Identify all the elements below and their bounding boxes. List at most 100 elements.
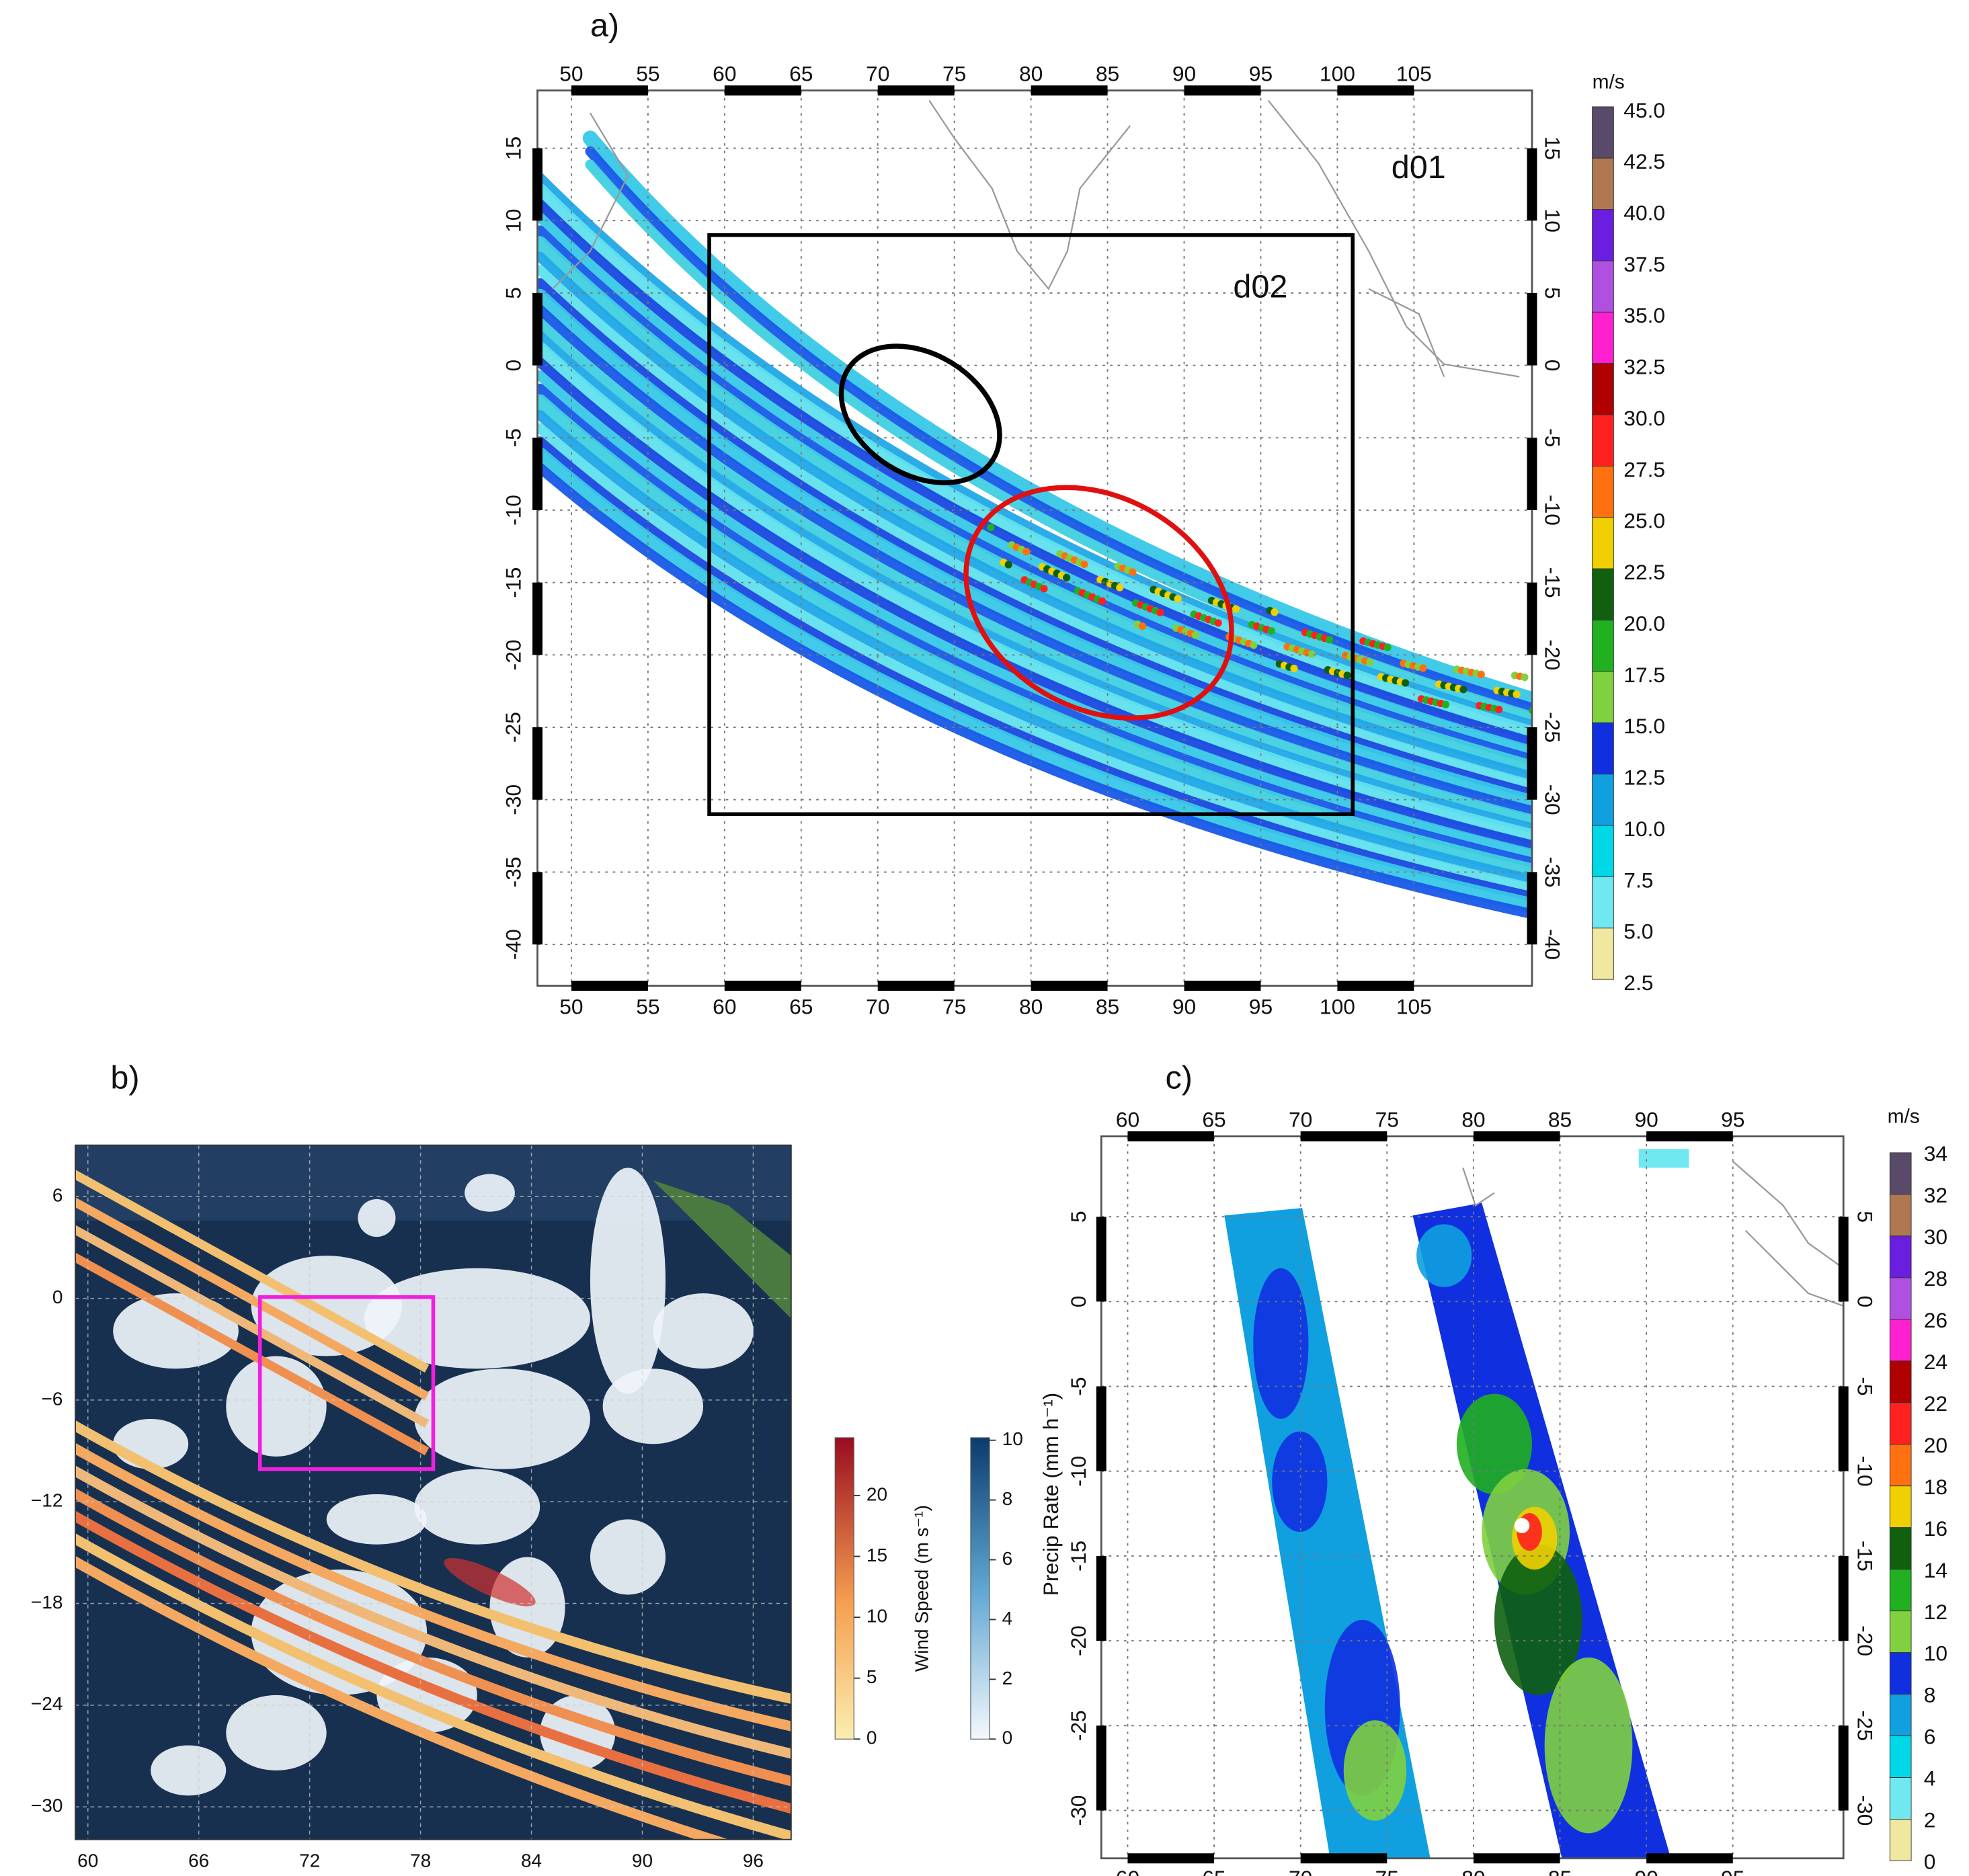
wind-speckle	[1080, 560, 1088, 569]
wind-speckle	[1366, 658, 1374, 666]
colorbar-segment	[1889, 1610, 1912, 1654]
wind-speckle	[1271, 608, 1279, 616]
colorbar-segment	[1592, 311, 1614, 364]
swath	[75, 1487, 791, 1787]
colorbar-label: 0	[867, 1727, 877, 1748]
colorbar-label: 40.0	[1623, 200, 1665, 225]
x-tick-label: 95	[1721, 1866, 1744, 1876]
cloud	[465, 1174, 515, 1212]
colorbar-label: 17.5	[1623, 663, 1665, 687]
x-tick-label: 70	[866, 994, 889, 1018]
colorbar-label: 20.0	[1623, 611, 1665, 635]
swath	[537, 251, 1532, 782]
colorbar-label: 12	[1924, 1600, 1947, 1624]
wind-speckle	[1022, 548, 1031, 556]
clouds	[75, 1145, 791, 1840]
x-tick-label: 60	[713, 994, 736, 1018]
swath	[75, 1420, 791, 1704]
y-tick-label: -25	[501, 712, 525, 743]
x-tick-label: 50	[559, 994, 583, 1018]
cloud	[226, 1695, 327, 1770]
colorbar-label: 25.0	[1623, 509, 1665, 533]
coastline	[1462, 1161, 1844, 1307]
swath	[537, 212, 1532, 756]
x-tick-label: 65	[789, 994, 813, 1018]
colorbar-label: 8	[1002, 1488, 1013, 1509]
colorbar-segment	[1592, 106, 1614, 159]
colorbar-label: 24	[1924, 1350, 1947, 1374]
colorbar-wind	[834, 1437, 854, 1740]
x-tick-label: 105	[1396, 994, 1432, 1018]
swath	[537, 288, 1532, 811]
swath	[537, 278, 1532, 799]
colorbar-segment	[1592, 414, 1614, 466]
colorbar-label: 10.0	[1623, 817, 1665, 841]
colorbar-label: 42.5	[1623, 149, 1665, 173]
swath	[537, 423, 1532, 894]
cloud	[358, 1199, 396, 1237]
x-tick-label: 70	[1289, 1108, 1312, 1132]
colorbar-segment	[1889, 1694, 1912, 1737]
colorbar-title: Wind Speed (m s⁻¹)	[911, 1505, 932, 1672]
y-tick-label: −24	[31, 1693, 63, 1714]
y-tick-label: 5	[501, 287, 525, 299]
swath	[585, 146, 1532, 714]
x-tick-label: 70	[866, 62, 889, 86]
y-tick-label: 15	[1541, 136, 1565, 160]
colorbar-label: 26	[1924, 1308, 1947, 1332]
wind-speckle	[1004, 561, 1012, 569]
panel-label: b)	[110, 1059, 139, 1096]
region-box	[257, 1295, 436, 1471]
x-tick-label: 55	[636, 62, 659, 86]
x-tick-label: 95	[1721, 1108, 1744, 1132]
colorbar-label: 2.5	[1623, 971, 1653, 995]
colorbar-label: 5	[867, 1666, 877, 1687]
y-tick-label: -20	[1853, 1625, 1878, 1656]
colorbar-segment	[1889, 1152, 1912, 1195]
y-tick-label: -25	[1541, 712, 1565, 743]
colorbar-label: 35.0	[1623, 303, 1665, 327]
y-tick-label: -25	[1066, 1710, 1090, 1741]
colorbar-label: 32.5	[1623, 355, 1665, 379]
colorbar-label: 22	[1924, 1391, 1947, 1416]
land-patch	[1268, 90, 1532, 329]
wind-speckle	[1098, 597, 1106, 605]
colorbar-segment	[1889, 1235, 1912, 1278]
cloud	[113, 1293, 239, 1369]
colorbar-segment	[1889, 1819, 1912, 1861]
y-tick-label: -40	[1541, 929, 1565, 960]
colorbar-label: 12.5	[1623, 766, 1665, 790]
x-tick-label: 60	[1116, 1108, 1139, 1132]
x-tick-label: 70	[1289, 1866, 1312, 1876]
swath	[537, 436, 1532, 902]
precip-patch	[1343, 1720, 1407, 1821]
colorbar-label: 2	[1002, 1668, 1013, 1688]
wind-speckle	[1214, 619, 1222, 627]
x-tick-label: 55	[636, 994, 659, 1018]
colorbar-label: 27.5	[1623, 457, 1665, 481]
swath	[75, 1197, 430, 1401]
x-tick-label: 90	[1634, 1866, 1658, 1876]
swath	[537, 265, 1532, 790]
colorbar-label: 6	[1002, 1548, 1013, 1569]
colorbar-segment	[1592, 825, 1614, 877]
colorbar-unit: m/s	[1888, 1106, 1920, 1128]
swath	[537, 462, 1532, 920]
x-tick-label: 90	[632, 1850, 653, 1871]
cloud	[414, 1469, 540, 1545]
colorbar-label: 0	[1924, 1850, 1936, 1874]
x-tick-label: 90	[1634, 1108, 1658, 1132]
x-tick-label: 80	[1019, 62, 1043, 86]
colorbar-segment	[1592, 260, 1614, 313]
wind-speckle	[1156, 608, 1164, 616]
y-tick-label: −18	[31, 1592, 63, 1613]
x-tick-label: 85	[1096, 994, 1119, 1018]
colorbar-label: 32	[1924, 1183, 1947, 1207]
swath	[537, 341, 1532, 845]
swath	[537, 331, 1532, 833]
swath	[537, 172, 1532, 731]
colorbar-segment	[1889, 1360, 1912, 1403]
colorbar-segment	[1889, 1652, 1912, 1695]
precip-patch	[1416, 1224, 1472, 1287]
